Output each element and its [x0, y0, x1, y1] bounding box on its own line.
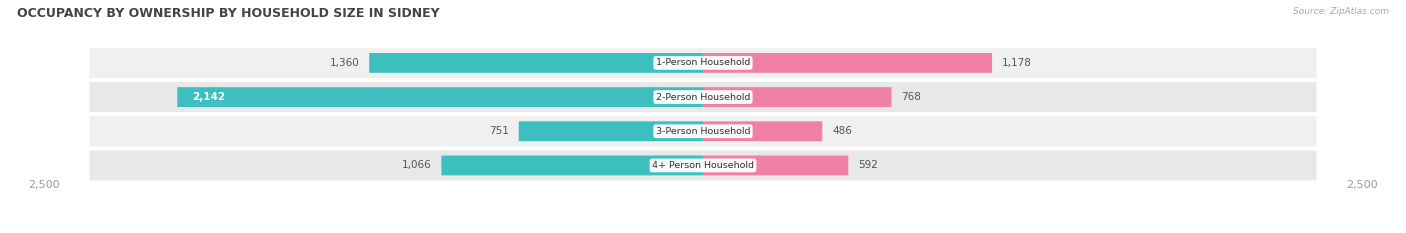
- FancyBboxPatch shape: [703, 53, 993, 73]
- Text: 1,178: 1,178: [1002, 58, 1032, 68]
- FancyBboxPatch shape: [370, 53, 703, 73]
- Text: 751: 751: [489, 126, 509, 136]
- Text: 2,500: 2,500: [28, 180, 59, 190]
- FancyBboxPatch shape: [703, 87, 891, 107]
- Text: 2-Person Household: 2-Person Household: [655, 93, 751, 102]
- Text: 2,142: 2,142: [193, 92, 225, 102]
- Text: OCCUPANCY BY OWNERSHIP BY HOUSEHOLD SIZE IN SIDNEY: OCCUPANCY BY OWNERSHIP BY HOUSEHOLD SIZE…: [17, 7, 440, 20]
- Text: 486: 486: [832, 126, 852, 136]
- FancyBboxPatch shape: [90, 150, 1316, 181]
- FancyBboxPatch shape: [90, 82, 1316, 112]
- FancyBboxPatch shape: [177, 87, 703, 107]
- Text: 2,500: 2,500: [1347, 180, 1378, 190]
- Text: 768: 768: [901, 92, 921, 102]
- FancyBboxPatch shape: [90, 48, 1316, 78]
- FancyBboxPatch shape: [703, 155, 848, 175]
- Text: 4+ Person Household: 4+ Person Household: [652, 161, 754, 170]
- Text: 3-Person Household: 3-Person Household: [655, 127, 751, 136]
- Text: 1,066: 1,066: [402, 161, 432, 170]
- Text: 1,360: 1,360: [329, 58, 360, 68]
- FancyBboxPatch shape: [441, 155, 703, 175]
- FancyBboxPatch shape: [519, 121, 703, 141]
- Text: 1-Person Household: 1-Person Household: [655, 58, 751, 67]
- Text: Source: ZipAtlas.com: Source: ZipAtlas.com: [1294, 7, 1389, 16]
- Text: 592: 592: [858, 161, 877, 170]
- FancyBboxPatch shape: [703, 121, 823, 141]
- FancyBboxPatch shape: [90, 116, 1316, 146]
